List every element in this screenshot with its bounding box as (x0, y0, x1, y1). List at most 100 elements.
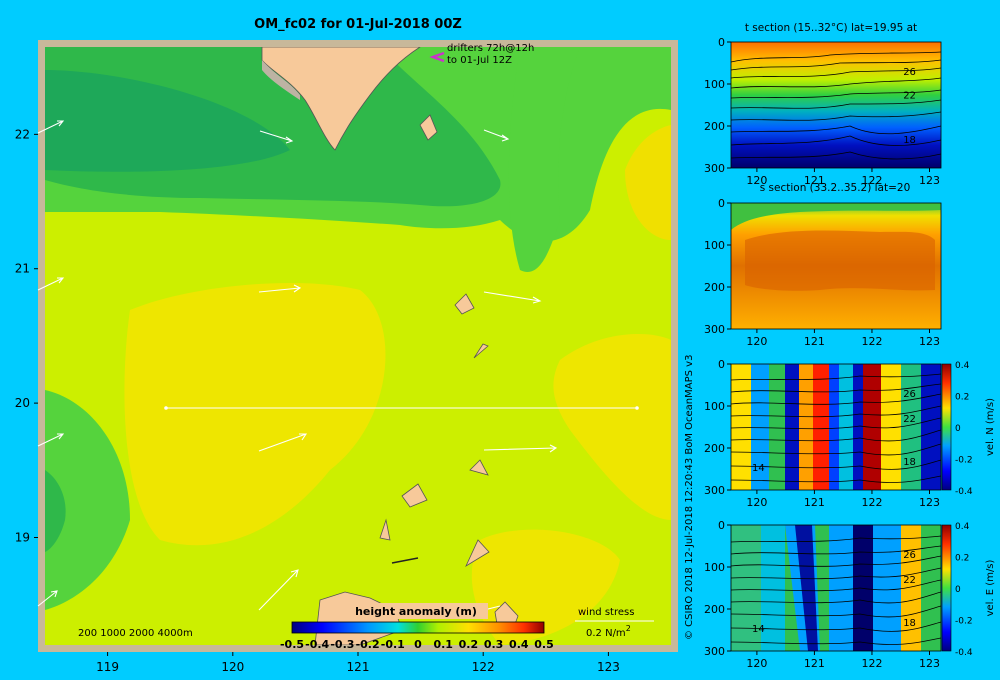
vel-e-section-field (731, 525, 941, 651)
contour-label: 14 (752, 624, 765, 635)
colorbar-tick-label: -0.2 (356, 638, 380, 651)
drifter-track (164, 406, 639, 410)
colorbar-tick-label: 0.3 (484, 638, 504, 651)
s-section-title: s section (33.2..35.2) lat=20 (760, 182, 911, 194)
vel-colorbar-tick-label: -0.2 (955, 617, 973, 627)
anomaly-patch-green-east (508, 47, 580, 272)
vel-colorbar-tick-label: 0.4 (955, 522, 970, 532)
t-section-axes: 120 121 122 123 0 100 200 300 (704, 36, 940, 187)
wind-stress-key: wind stress 0.2 N/m2 (575, 607, 654, 639)
section-y-tick-label: 200 (704, 120, 725, 133)
section-y-tick-label: 200 (704, 281, 725, 294)
contour-label: 26 (903, 389, 916, 400)
map-x-axis: 119 120 121 122 123 (96, 652, 620, 674)
colorbar-tick-label: 0.2 (459, 638, 479, 651)
wind-stress-unit: 0.2 N/m2 (586, 624, 631, 639)
section-x-tick-label: 122 (861, 496, 882, 509)
colorbar-tick-label: 0.5 (534, 638, 554, 651)
wind-arrow (483, 129, 510, 142)
section-y-tick-label: 0 (718, 36, 725, 49)
main-map: OM_fc02 for 01-Jul-2018 00Z (15, 17, 678, 674)
vel-n-section-panel: 120 121 122 123 0 100 200 300 26 22 18 14 0.4 0.2 0 -… (704, 358, 996, 509)
map-title: OM_fc02 for 01-Jul-2018 00Z (254, 17, 462, 32)
wind-arrow (37, 120, 65, 134)
wind-arrow (483, 444, 558, 453)
wind-arrow (37, 277, 65, 291)
section-x-tick-label: 123 (919, 496, 940, 509)
contour-label: 18 (903, 457, 916, 468)
contour-label: 14 (752, 463, 765, 474)
anomaly-patch-yellow-ne (625, 125, 671, 240)
section-y-tick-label: 300 (704, 162, 725, 175)
map-y-tick-label: 21 (15, 262, 30, 276)
section-y-tick-label: 0 (718, 197, 725, 210)
height-anomaly-colorbar: height anomaly (m) -0.5 -0.4 -0.3 -0.2 -0.1 0… (280, 603, 554, 651)
vel-n-section-field (731, 364, 941, 490)
vel-n-colorbar (941, 363, 952, 491)
vel-colorbar-tick-label: 0 (955, 585, 961, 595)
vel-e-section-axes: 120 121 122 123 0 100 200 300 (704, 519, 940, 670)
section-y-tick-label: 0 (718, 519, 725, 532)
contour-label: 26 (903, 67, 916, 78)
map-x-tick-label: 122 (472, 660, 495, 674)
vel-colorbar-tick-label: 0 (955, 424, 961, 434)
island-4 (469, 459, 489, 476)
wind-arrow (483, 291, 542, 304)
colorbar-title-bg (348, 603, 488, 619)
island-2 (454, 293, 475, 315)
vel-e-contours (731, 535, 941, 645)
anomaly-patch-green-sw-dark (45, 470, 66, 552)
wind-arrow (37, 433, 65, 447)
anomaly-patch-green-nw-darker (45, 70, 290, 172)
vel-e-colorbar-ticks: 0.4 0.2 0 -0.2 -0.4 (955, 522, 973, 658)
colorbar-tick-label: 0 (414, 638, 422, 651)
map-y-tick-label: 22 (15, 127, 30, 141)
t-section-contours (731, 51, 941, 160)
map-x-tick-label: 119 (96, 660, 119, 674)
colorbar-tick-label: 0.4 (509, 638, 529, 651)
contour-label: 22 (903, 91, 916, 102)
t-section-field (731, 42, 941, 168)
section-x-tick-label: 120 (746, 335, 767, 348)
drifters-label-2: to 01-Jul 12Z (447, 55, 512, 66)
anomaly-patch-yellow-east (553, 334, 671, 520)
wind-arrow (37, 590, 58, 607)
copyright-text: © CSIRO 2018 12-Jul-2018 12:20:43 BoM Oc… (684, 355, 695, 640)
vel-colorbar-tick-label: -0.4 (955, 648, 973, 658)
vel-n-colorbar-ticks: 0.4 0.2 0 -0.2 -0.4 (955, 361, 973, 497)
vel-colorbar-tick-label: -0.4 (955, 487, 973, 497)
contour-label: 22 (903, 575, 916, 586)
contour-label: 26 (903, 550, 916, 561)
colorbar-ticks: -0.5 -0.4 -0.3 -0.2 -0.1 0 0.1 0.2 0.3 0.4 0.5 (280, 638, 554, 651)
s-section-surface (731, 203, 941, 230)
map-y-tick-label: 20 (15, 396, 30, 410)
contour-label: 22 (903, 414, 916, 425)
wind-arrow (258, 569, 299, 611)
wind-arrow (258, 284, 302, 293)
colorbar-gradient (291, 621, 545, 634)
wind-arrow (258, 433, 308, 452)
section-x-tick-label: 123 (919, 174, 940, 187)
colorbar-tick-label: -0.5 (280, 638, 304, 651)
section-y-tick-label: 100 (704, 400, 725, 413)
vel-colorbar-tick-label: -0.2 (955, 456, 973, 466)
colorbar-tick-label: -0.1 (381, 638, 405, 651)
wind-stress-label: wind stress (578, 607, 634, 618)
t-section-title: t section (15..32°C) lat=19.95 at (745, 22, 917, 34)
section-x-tick-label: 121 (804, 657, 825, 670)
anomaly-patch-yellow-west (124, 282, 386, 546)
section-x-tick-label: 121 (804, 496, 825, 509)
drifter-marker-icon (429, 51, 445, 63)
s-section-axes: 120 121 122 123 0 100 200 300 (704, 197, 940, 348)
t-section-contour-labels: 26 22 18 (903, 67, 916, 146)
vel-n-colorbar-label: vel. N (m/s) (985, 398, 996, 456)
colorbar-tick-label: -0.3 (330, 638, 354, 651)
contour-label: 18 (903, 135, 916, 146)
vel-e-colorbar (941, 524, 952, 652)
island-7 (379, 518, 391, 541)
vel-colorbar-tick-label: 0.2 (955, 393, 969, 403)
section-x-tick-label: 120 (746, 174, 767, 187)
wind-stress-arrows (37, 120, 558, 611)
vel-e-contour-labels: 26 22 18 14 (752, 550, 916, 635)
land-shelf-gray (262, 60, 300, 100)
